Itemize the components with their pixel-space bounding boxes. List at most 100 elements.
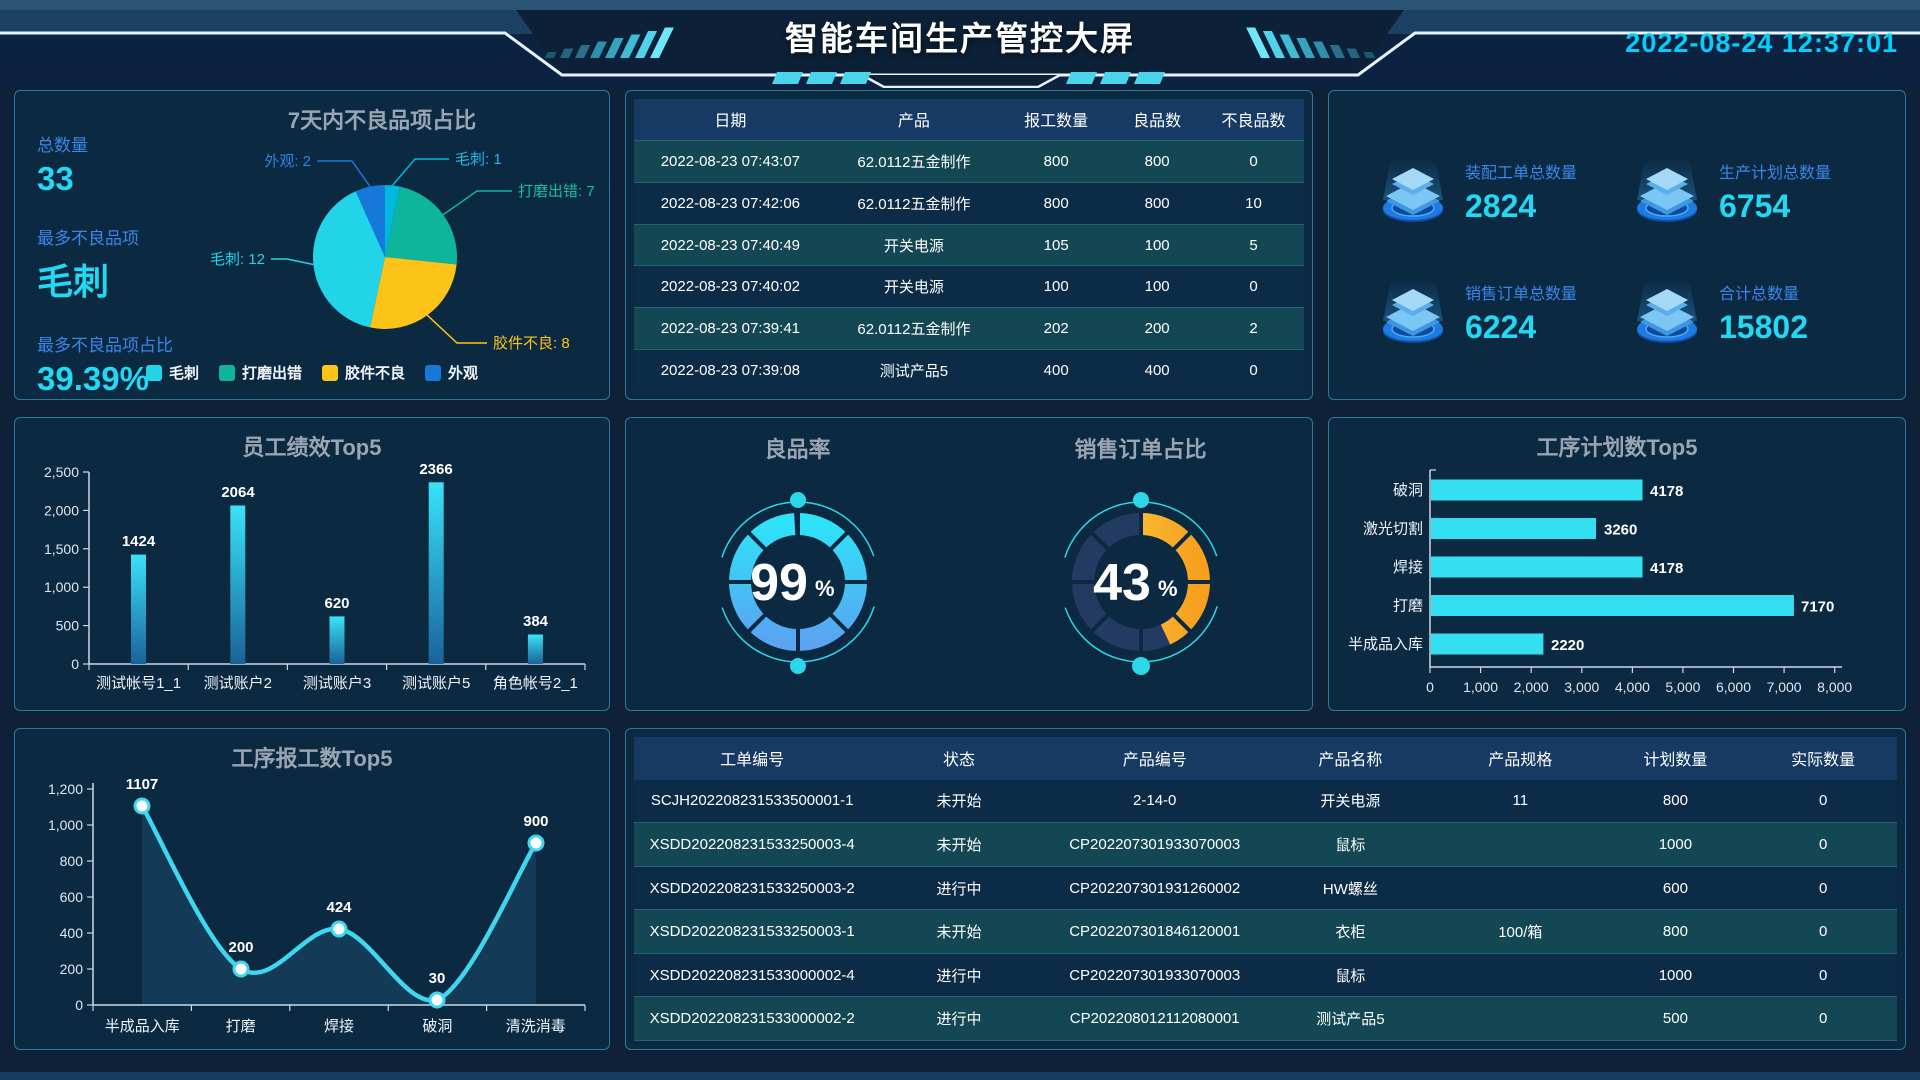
legend-item[interactable]: 打磨出错 bbox=[218, 362, 302, 383]
panel-stat-cards: 装配工单总数量 2824 生产计划总数量 6754 bbox=[1328, 90, 1906, 400]
col-header: 报工数量 bbox=[1024, 113, 1089, 131]
svg-text:200: 200 bbox=[228, 939, 253, 956]
table-row: 2022-08-23 07:40:02 开关电源 100 100 0 bbox=[634, 266, 1304, 308]
svg-text:2,000: 2,000 bbox=[1514, 679, 1549, 695]
svg-text:3,000: 3,000 bbox=[1564, 679, 1599, 695]
card-value: 2824 bbox=[1465, 187, 1537, 224]
svg-text:2220: 2220 bbox=[1551, 637, 1584, 654]
legend-item[interactable]: 胶件不良 bbox=[322, 362, 405, 383]
panel-employee-perf: 员工绩效Top5 0 500 1,000 1,500 2,000 2,500 bbox=[14, 417, 610, 711]
bottom-strip bbox=[0, 1072, 1920, 1080]
gauge-value: 43 bbox=[1093, 554, 1151, 612]
svg-text:1,500: 1,500 bbox=[44, 541, 79, 557]
table-row: XSDD202208231533250003-1 未开始 CP20220730184… bbox=[634, 909, 1897, 954]
stat-value: 33 bbox=[37, 160, 74, 197]
col-header: 状态 bbox=[942, 752, 975, 770]
svg-text:1424: 1424 bbox=[122, 533, 156, 550]
svg-text:1,000: 1,000 bbox=[48, 817, 83, 833]
table-row: 2022-08-23 07:43:07 62.0112五金制作 800 800 0 bbox=[634, 139, 1304, 183]
layers-icon bbox=[1383, 278, 1443, 343]
col-header: 产品名称 bbox=[1318, 752, 1383, 770]
svg-text:破洞: 破洞 bbox=[422, 1018, 452, 1035]
gauge-value: 99 bbox=[750, 554, 808, 612]
gauge-title: 销售订单占比 bbox=[1074, 437, 1207, 462]
svg-text:半成品入库: 半成品入库 bbox=[105, 1018, 180, 1035]
gauge-sales-ratio: 销售订单占比 43 bbox=[969, 418, 1312, 710]
line-y-ticks: 0 200 400 600 800 1,000 1,200 bbox=[48, 781, 83, 1013]
col-header: 产品编号 bbox=[1122, 752, 1187, 770]
col-header: 工单编号 bbox=[720, 752, 785, 770]
legend-swatch bbox=[322, 364, 338, 381]
line-area bbox=[142, 806, 536, 1005]
hbar-value-labels: 4178 3260 4178 7170 2220 bbox=[1551, 483, 1834, 654]
svg-text:破洞: 破洞 bbox=[1393, 482, 1423, 499]
svg-text:800: 800 bbox=[60, 853, 84, 869]
report-table: 日期 产品 报工数量 良品数 不良品数 2022-08-23 07:43:07 6… bbox=[634, 99, 1304, 392]
table-row: 2022-08-23 07:42:06 62.0112五金制作 800 800 10 bbox=[634, 182, 1304, 224]
gauge-title: 良品率 bbox=[764, 437, 831, 462]
bar-value-labels: 1424 2064 620 2366 384 bbox=[122, 462, 549, 630]
pie-slices[interactable] bbox=[312, 184, 457, 329]
defect-stats: 总数量 33 最多不良品项 毛刺 最多不良品项占比 39.39% bbox=[37, 131, 217, 399]
layers-icon bbox=[1383, 157, 1443, 222]
svg-text:0: 0 bbox=[1426, 679, 1434, 695]
pie-labels: 毛刺: 1 打磨出错: 7 胶件不良: 8 毛刺: 12 外观: 2 bbox=[210, 151, 595, 352]
legend-label: 胶件不良 bbox=[345, 365, 406, 382]
dashboard-grid: 7天内不良品项占比 总数量 33 最多不良品项 毛刺 最多不良品项占比 39.3… bbox=[14, 90, 1906, 1050]
process-plan-chart: 破洞 激光切割 焊接 打磨 半成品入库 4178 3260 4178 7170 … bbox=[1348, 469, 1852, 695]
gauge-good-rate: 良品率 99 % bbox=[626, 418, 969, 710]
card-value: 6754 bbox=[1719, 187, 1791, 224]
legend-swatch bbox=[218, 364, 235, 381]
svg-text:激光切割: 激光切割 bbox=[1363, 521, 1423, 538]
datetime-display: 2022-08-24 12:37:01 bbox=[1625, 28, 1898, 58]
svg-text:3260: 3260 bbox=[1604, 522, 1637, 539]
svg-text:200: 200 bbox=[60, 961, 84, 977]
panel-gauges: 良品率 99 % bbox=[625, 417, 1313, 711]
svg-text:2,500: 2,500 bbox=[44, 464, 79, 480]
legend-swatch bbox=[425, 364, 442, 381]
table-header-row: 工单编号 状态 产品编号 产品名称 产品规格 计划数量 实际数量 bbox=[634, 737, 1897, 780]
panel-process-plan: 工序计划数Top5 破洞 激光切割 焊接 打 bbox=[1328, 417, 1906, 711]
legend-item[interactable]: 毛刺 bbox=[145, 362, 199, 383]
panel-process-report: 工序报工数Top5 0 200 400 600 800 1,000 1,200 bbox=[14, 728, 610, 1050]
sales-ratio-gauge: 43 % bbox=[1059, 492, 1222, 675]
line-points bbox=[133, 797, 545, 1009]
legend-item[interactable]: 外观 bbox=[425, 362, 478, 383]
header-dashes bbox=[772, 72, 1165, 84]
stat-cards: 装配工单总数量 2824 生产计划总数量 6754 bbox=[1329, 91, 1905, 399]
svg-text:1,200: 1,200 bbox=[48, 781, 83, 797]
hbar-x-ticks: 0 1,000 2,000 3,000 4,000 5,000 6,000 7,… bbox=[1426, 679, 1852, 695]
panel-defect-ratio: 7天内不良品项占比 总数量 33 最多不良品项 毛刺 最多不良品项占比 39.3… bbox=[14, 90, 610, 400]
hbar-category-labels: 破洞 激光切割 焊接 打磨 半成品入库 bbox=[1348, 482, 1423, 653]
line-category-labels: 半成品入库 打磨 焊接 破洞 清洗消毒 bbox=[105, 1018, 566, 1035]
header-bar: 智能车间生产管控大屏 2022-08-24 12:37:01 bbox=[0, 0, 1920, 88]
svg-text:7170: 7170 bbox=[1801, 599, 1834, 616]
col-header: 日期 bbox=[714, 113, 747, 131]
col-header: 不良品数 bbox=[1221, 113, 1286, 131]
pie-leader-lines bbox=[271, 158, 512, 344]
gauge-unit: % bbox=[815, 576, 835, 601]
defect-pie-chart: 毛刺: 1 打磨出错: 7 胶件不良: 8 毛刺: 12 外观: 2 bbox=[210, 151, 595, 352]
stat-label: 最多不良品项 bbox=[37, 229, 139, 248]
pie-label: 外观: 2 bbox=[264, 153, 311, 170]
card-label: 合计总数量 bbox=[1719, 285, 1800, 303]
svg-text:2064: 2064 bbox=[221, 484, 255, 501]
stat-card-sales-orders: 销售订单总数量 6224 bbox=[1377, 252, 1631, 373]
svg-text:焊接: 焊接 bbox=[1393, 559, 1423, 576]
table-row: SCJH202208231533500001-1 未开始 2-14-0 开关电源 11 8… bbox=[634, 779, 1897, 823]
header-stripes-left bbox=[545, 27, 674, 58]
card-value: 15802 bbox=[1719, 308, 1808, 345]
svg-text:424: 424 bbox=[326, 899, 352, 916]
panel-work-orders: 工单编号 状态 产品编号 产品名称 产品规格 计划数量 实际数量 SCJH202… bbox=[625, 728, 1906, 1050]
svg-text:角色帐号2_1: 角色帐号2_1 bbox=[493, 675, 578, 692]
employee-bar-chart: 0 500 1,000 1,500 2,000 2,500 1424 2064 … bbox=[44, 462, 586, 692]
col-header: 产品 bbox=[897, 113, 930, 131]
svg-text:1,000: 1,000 bbox=[1463, 679, 1498, 695]
col-header: 实际数量 bbox=[1791, 752, 1856, 770]
svg-text:0: 0 bbox=[71, 656, 79, 672]
table-row: 2022-08-23 07:39:08 测试产品5 400 400 0 bbox=[634, 350, 1304, 392]
svg-text:7,000: 7,000 bbox=[1767, 679, 1802, 695]
stat-card-total: 合计总数量 15802 bbox=[1631, 252, 1885, 373]
work-order-table: 工单编号 状态 产品编号 产品名称 产品规格 计划数量 实际数量 SCJH202… bbox=[634, 737, 1897, 1042]
svg-text:2366: 2366 bbox=[419, 462, 452, 478]
